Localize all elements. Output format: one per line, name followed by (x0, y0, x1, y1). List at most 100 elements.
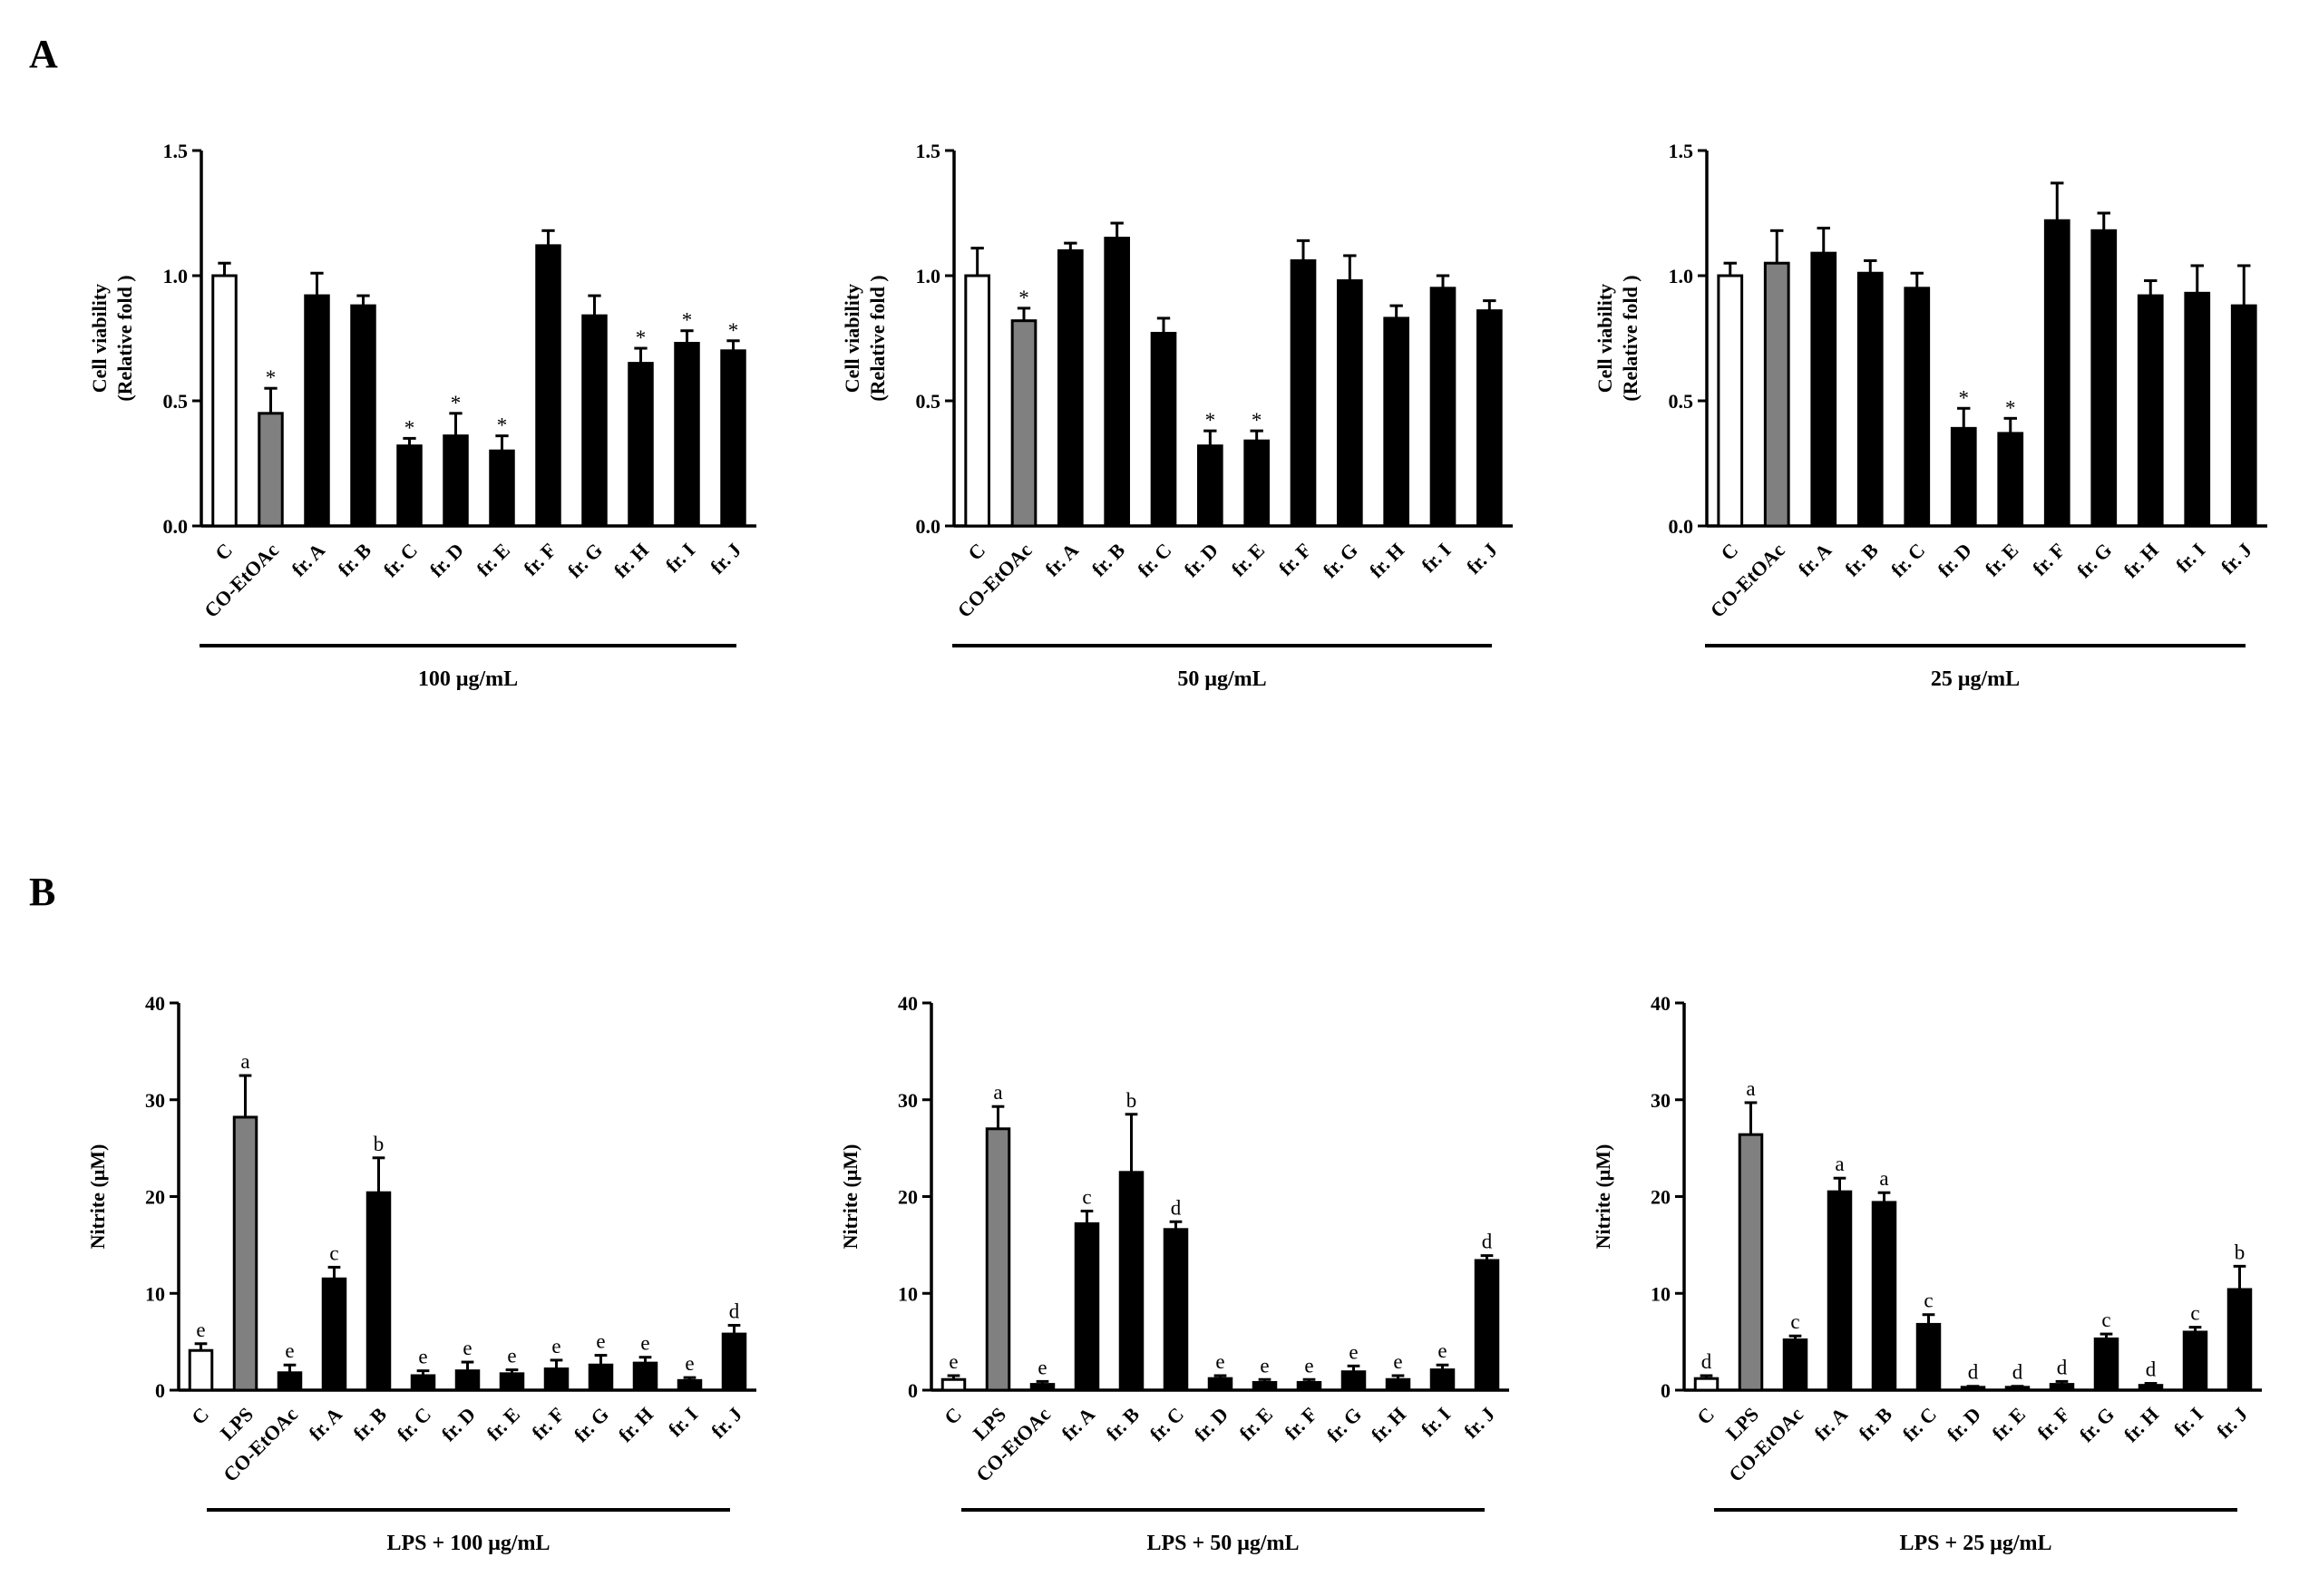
category-label: fr. G (2072, 539, 2116, 582)
y-tick-label: 1.0 (163, 265, 189, 287)
bar (720, 349, 746, 528)
category-label: fr. D (1190, 1403, 1232, 1445)
significance-label: e (1038, 1356, 1047, 1378)
y-tick-label: 1.0 (1669, 265, 1694, 287)
significance-label: * (1252, 409, 1262, 432)
y-axis-title: Cell viability (1593, 284, 1616, 393)
bar (2137, 294, 2164, 528)
bar (1296, 1380, 1322, 1392)
bar (350, 304, 376, 528)
group-label: LPS + 50 μg/mL (1147, 1532, 1300, 1555)
bar (1871, 1201, 1897, 1392)
bar (535, 244, 561, 528)
bar (2049, 1383, 2075, 1392)
significance-label: e (1215, 1350, 1224, 1373)
category-label: fr. D (1933, 539, 1975, 581)
significance-label: c (329, 1241, 338, 1264)
category-label: fr. E (1988, 1403, 2030, 1445)
y-tick-label: 0.5 (916, 390, 941, 413)
bar (1856, 271, 1884, 528)
bar (1010, 319, 1038, 528)
bar (2090, 229, 2118, 528)
category-label: fr. J (706, 1403, 746, 1443)
category-label: fr. H (614, 1403, 658, 1446)
bar (1904, 287, 1931, 528)
category-label: fr. F (527, 1403, 569, 1445)
significance-label: * (1959, 386, 1970, 409)
bar (1337, 279, 1363, 528)
category-label: C (1692, 1403, 1719, 1429)
significance-label: e (507, 1345, 516, 1367)
significance-label: * (266, 366, 277, 389)
category-label: fr. D (1180, 539, 1223, 581)
y-axis-title-line2: (Relative fold ) (866, 275, 889, 401)
significance-label: e (1349, 1340, 1358, 1363)
bar (1429, 287, 1457, 528)
bar (632, 1361, 658, 1392)
y-tick-label: 40 (1651, 992, 1671, 1015)
category-label: fr. H (1367, 1403, 1410, 1446)
bar (2230, 304, 2257, 528)
category-label: fr. H (1365, 539, 1408, 582)
significance-label: d (2012, 1361, 2023, 1384)
category-label: fr. E (1981, 539, 2022, 580)
significance-label: e (685, 1352, 694, 1375)
significance-label: e (1393, 1350, 1402, 1373)
significance-label: e (463, 1337, 472, 1359)
bar (1960, 1386, 1986, 1392)
category-label: fr. J (1462, 539, 1502, 579)
bar (232, 1115, 258, 1392)
category-label: C (940, 1403, 966, 1429)
bar (410, 1374, 436, 1392)
group-label: LPS + 25 μg/mL (1900, 1532, 2052, 1555)
chart-cell-viability-25: 0.0 0.5 1.0 1.5 Cell viability (Relative fold… (1593, 140, 2267, 691)
significance-label: c (2190, 1302, 2199, 1325)
category-label: fr. G (570, 1403, 613, 1446)
significance-label: c (2101, 1309, 2110, 1331)
bar (2043, 219, 2070, 528)
category-label: fr. D (425, 539, 468, 581)
significance-label: * (404, 416, 415, 439)
category-label: fr. G (2075, 1403, 2119, 1446)
y-tick-label: 40 (898, 992, 918, 1015)
bar (1997, 432, 2024, 528)
category-label: fr. J (1459, 1403, 1499, 1443)
significance-label: d (2146, 1358, 2157, 1381)
y-tick-label: 0.5 (1669, 390, 1694, 413)
significance-label: * (728, 319, 739, 342)
significance-label: * (1205, 409, 1216, 432)
category-label: fr. G (563, 539, 607, 582)
category-label: fr. I (1417, 1403, 1455, 1441)
bar (1763, 261, 1790, 528)
bar (365, 1191, 392, 1392)
significance-label: * (2005, 396, 2016, 419)
category-label: C (210, 539, 237, 565)
bar (2138, 1384, 2164, 1392)
bar (211, 274, 238, 528)
chart-cell-viability-50: 0.0 0.5 1.0 1.5 Cell viability (Relative fold… (841, 140, 1513, 691)
bar (443, 434, 469, 528)
bar (985, 1127, 1011, 1392)
category-label: fr. F (519, 539, 560, 580)
bar (2004, 1386, 2031, 1392)
bar (258, 412, 284, 528)
y-tick-label: 1.0 (916, 265, 941, 287)
bar (1029, 1383, 1056, 1392)
group-label: 50 μg/mL (1177, 667, 1266, 691)
significance-label: d (2057, 1356, 2068, 1378)
y-tick-label: 20 (898, 1186, 918, 1209)
bar (628, 362, 654, 528)
bar (499, 1372, 525, 1392)
significance-label: e (551, 1335, 560, 1358)
bar (581, 314, 608, 528)
y-tick-label: 1.5 (163, 140, 189, 162)
category-label: fr. I (1417, 539, 1455, 577)
bar (1340, 1370, 1367, 1392)
category-label: fr. B (1102, 1403, 1145, 1445)
category-label: fr. B (334, 539, 376, 581)
bar (1057, 248, 1084, 528)
y-tick-label: 0.0 (1669, 515, 1694, 538)
significance-label: a (1835, 1153, 1844, 1175)
